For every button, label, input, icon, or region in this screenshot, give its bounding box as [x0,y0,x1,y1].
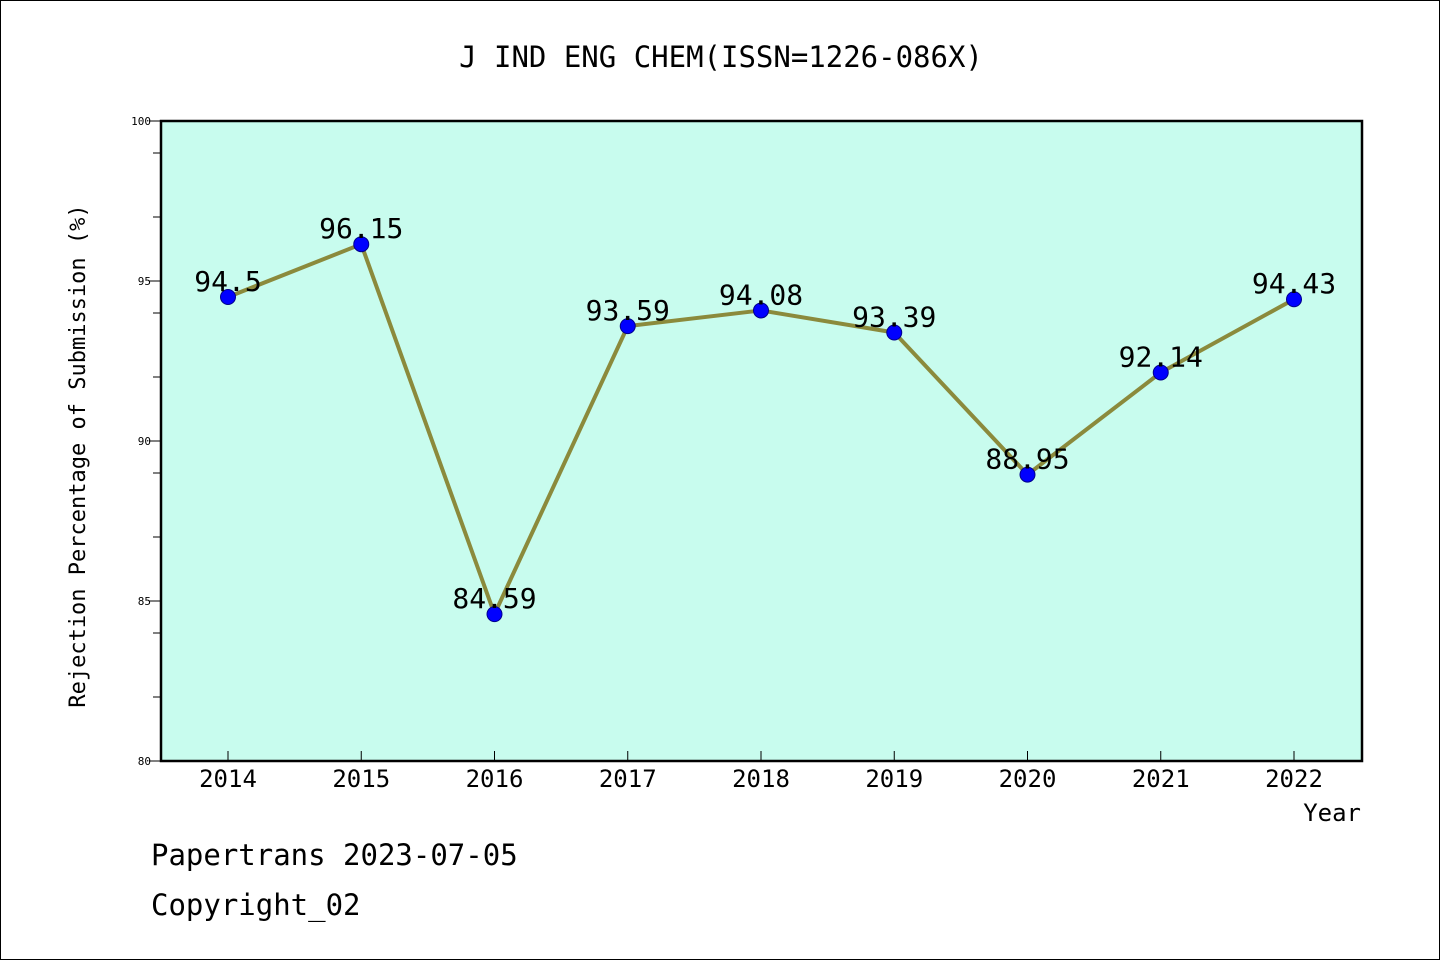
x-tick-label: 2019 [865,765,923,793]
x-tick-label: 2014 [199,765,257,793]
chart-title: J IND ENG CHEM(ISSN=1226-086X) [459,40,983,74]
footer-copyright: Copyright_02 [151,888,361,923]
y-tick-label: 100 [131,115,151,128]
data-point [1286,291,1302,308]
x-tick-label: 2021 [1132,765,1190,793]
y-tick-label: 80 [138,755,151,768]
x-tick-label: 2015 [332,765,390,793]
data-label: 93.59 [586,294,670,327]
footer-date: Papertrans 2023-07-05 [151,838,518,872]
data-point [1019,466,1036,483]
x-tick-label: 2022 [1265,765,1323,793]
data-label: 88.95 [985,443,1069,476]
x-axis: 2014 2015 2016 2017 2018 2019 2020 2021 2022 [199,751,1323,793]
y-axis-label: Rejection Percentage of Submission (%) [66,204,91,707]
x-tick-label: 2018 [732,765,790,793]
data-point [886,324,903,341]
data-label: 94.5 [194,265,261,298]
series-rejection: 94.5 96.15 84.59 93.59 94.08 93.39 88.95 92.14 9… [194,212,1336,623]
plot-area [159,119,1364,763]
data-point [753,302,769,319]
data-point [486,606,503,623]
y-tick-label: 85 [138,595,151,608]
x-axis-label: Year [1303,799,1361,827]
data-label: 96.15 [319,212,403,245]
data-point [619,318,636,335]
y-tick-label: 90 [138,435,151,448]
y-axis: 80 85 90 95 100 [131,115,161,768]
data-point [220,289,236,305]
data-label: 94.43 [1252,267,1336,300]
data-label: 92.14 [1119,341,1203,374]
x-tick-label: 2020 [999,765,1057,793]
y-tick-label: 95 [138,275,151,288]
data-point [353,236,370,253]
data-label: 93.39 [852,301,936,334]
x-tick-label: 2017 [599,765,657,793]
data-point [1152,364,1169,381]
x-tick-label: 2016 [466,765,524,793]
data-label: 84.59 [452,582,536,615]
data-label: 94.08 [719,278,803,311]
